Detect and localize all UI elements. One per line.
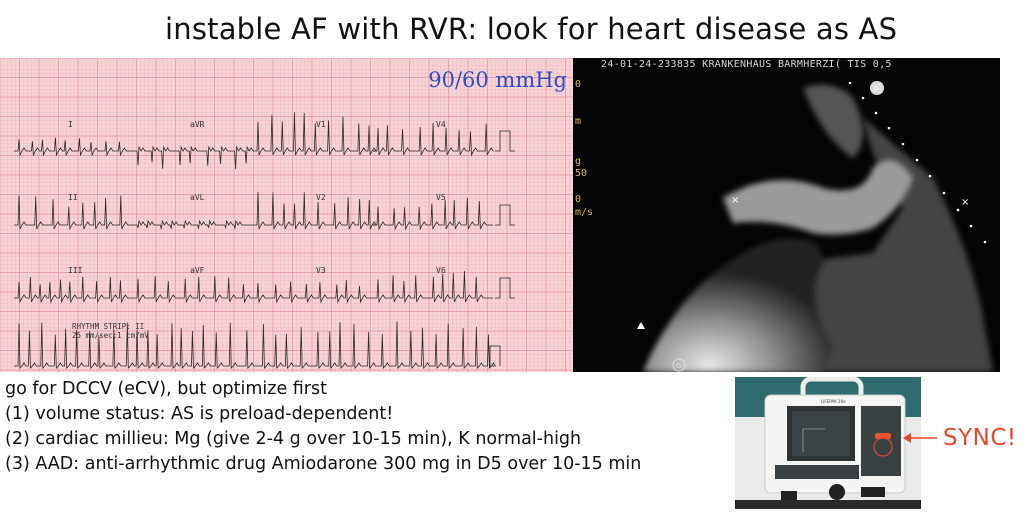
scale-label: 50: [575, 168, 588, 179]
lead-label: V5: [436, 193, 446, 202]
defibrillator-photo: LIFEPAK 20e: [735, 377, 921, 509]
note-line: (2) cardiac millieu: Mg (give 2-4 g over…: [5, 429, 582, 449]
calibration-pulse: [495, 204, 515, 226]
ecg-lead-trace: [14, 195, 133, 231]
ecg-lead-trace: [373, 271, 493, 304]
depth-markers: [848, 81, 987, 244]
echocardiogram-image: × × P G 24-01-24-233835 KRANKENHAUS BARM…: [573, 58, 1000, 372]
ecg-lead-trace: [253, 112, 377, 156]
rhythm-strip-speed: 25 mm/sec;1 cm/mV: [72, 331, 149, 340]
rhythm-strip-title: RHYTHM STRIP: II: [72, 322, 145, 331]
sync-callout: SYNC!: [903, 425, 1017, 451]
g-marker-icon: [672, 358, 686, 372]
echo-apex: [803, 84, 863, 158]
sync-label: SYNC!: [943, 425, 1017, 451]
caliper-icon: ×: [961, 197, 969, 208]
management-notes: go for DCCV (eCV), but optimize first (1…: [5, 377, 641, 477]
lead-label: V1: [316, 120, 326, 129]
blood-pressure-annotation: 90/60 mmHg: [428, 68, 567, 92]
ecg-lead-trace: [373, 122, 494, 157]
ecg-lead-trace: [253, 280, 373, 304]
echo-myocardium: [643, 238, 833, 372]
lead-label: aVF: [190, 266, 205, 275]
echo-aortic-valve: [723, 160, 913, 235]
ecg-lead-trace: [14, 276, 133, 304]
p-marker-icon: [870, 81, 884, 95]
rhythm-strip-label: RHYTHM STRIP: II 25 mm/sec;1 cm/mV: [72, 322, 149, 340]
defibrillator-illustration: LIFEPAK 20e: [735, 377, 921, 509]
calibration-pulse: [495, 130, 515, 152]
lead-label: II: [68, 193, 78, 202]
lead-label: I: [68, 120, 73, 129]
ecg-image: I aVR V1 V4 II aVL V2 V5 III aVF V3 V6 R…: [0, 58, 573, 372]
lead-label: aVL: [190, 193, 205, 202]
ecg-lead-trace: [14, 137, 133, 157]
calibration-pulse: [495, 277, 515, 299]
scale-label: m/s: [575, 207, 594, 218]
note-line: go for DCCV (eCV), but optimize first: [5, 379, 327, 399]
lead-label: III: [68, 266, 83, 275]
lead-label: aVR: [190, 120, 205, 129]
ecg-lead-trace: [133, 219, 253, 230]
scale-label: m: [575, 116, 582, 127]
ecg-traces: [0, 58, 573, 372]
note-line: (3) AAD: anti-arrhythmic drug Amiodarone…: [5, 454, 642, 474]
rhythm-strip-trace: [14, 321, 501, 369]
ecg-lead-trace: [133, 145, 254, 169]
note-line: (1) volume status: AS is preload-depende…: [5, 404, 394, 424]
scale-label: 0: [575, 194, 582, 205]
g-marker-label: G: [676, 362, 681, 370]
scale-label: g: [575, 156, 582, 167]
ecg-lead-trace: [373, 197, 493, 231]
ecg-lead-trace: [133, 276, 253, 304]
echo-header: 24-01-24-233835 KRANKENHAUS BARMHERZI( T…: [601, 59, 892, 70]
ecg-lead-trace: [253, 191, 377, 230]
echo-sector: × × P G: [637, 81, 993, 372]
lead-label: V3: [316, 266, 326, 275]
arrow-left-icon: [903, 433, 937, 443]
brand-label: LIFEPAK 20e: [821, 399, 846, 404]
lead-label: V2: [316, 193, 326, 202]
scale-label: 0: [575, 79, 582, 90]
caliper-icon: ×: [731, 195, 739, 206]
orientation-marker-icon: [637, 322, 645, 329]
lead-label: V6: [436, 266, 446, 275]
slide-title: instable AF with RVR: look for heart dis…: [165, 12, 898, 46]
lead-label: V4: [436, 120, 446, 129]
p-marker-label: P: [874, 85, 879, 94]
